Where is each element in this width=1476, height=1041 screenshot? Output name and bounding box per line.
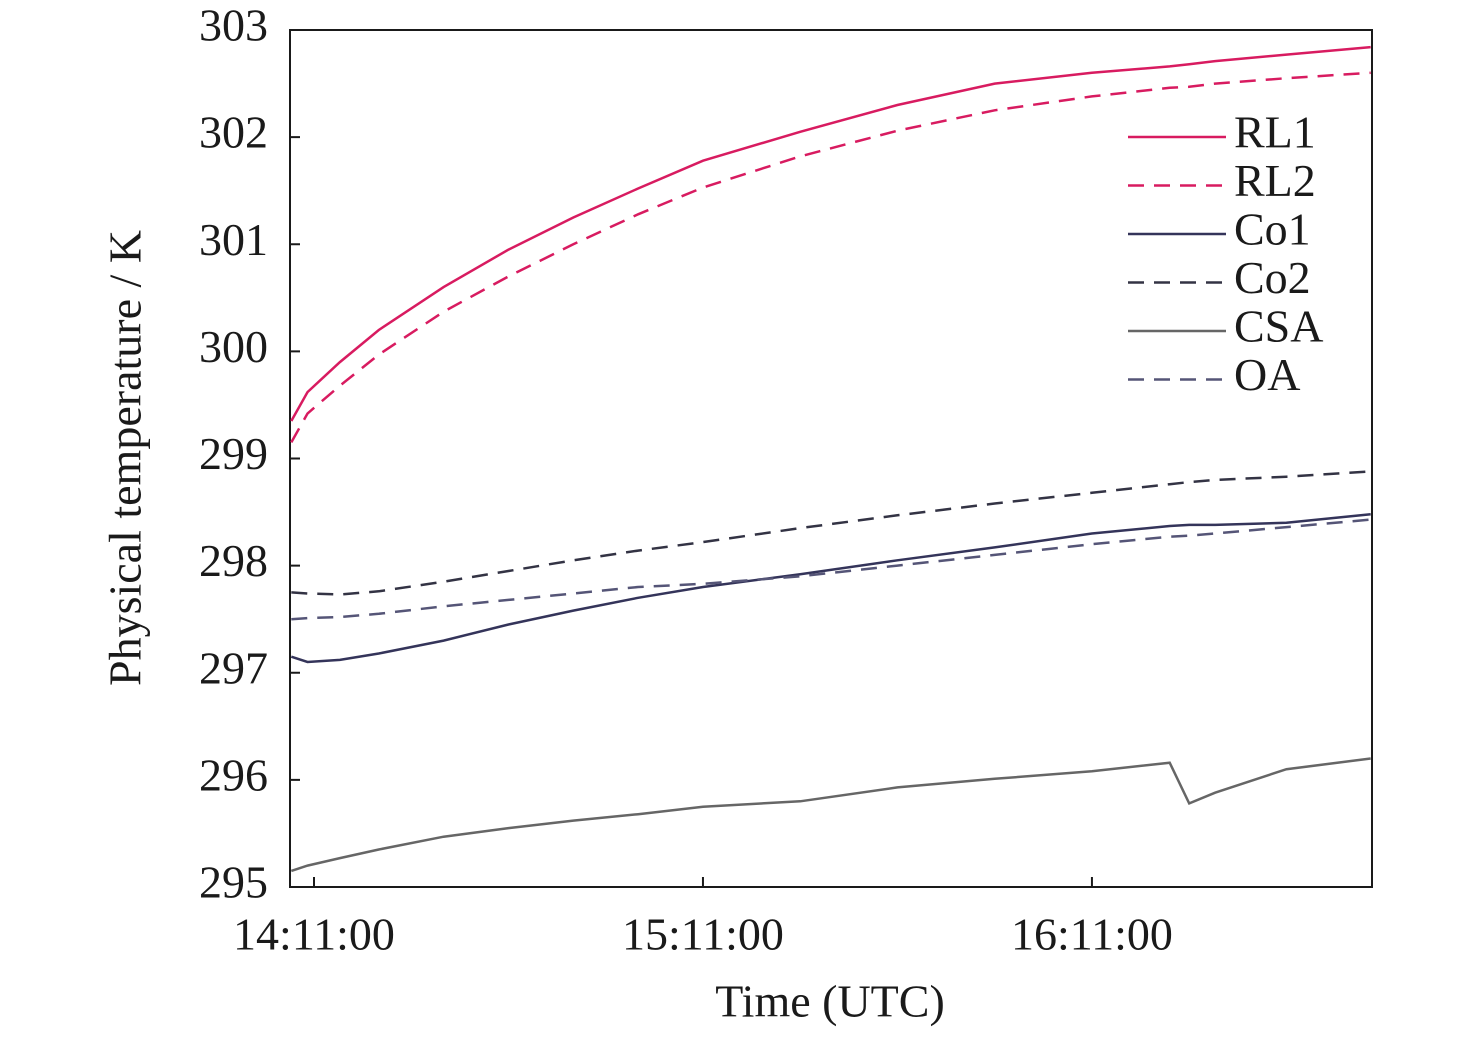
x-tick-label: 15:11:00: [622, 909, 784, 960]
plot-frame: [289, 29, 1373, 888]
x-axis-title: Time (UTC): [715, 976, 945, 1027]
y-axis-title: Physical temperature / K: [100, 230, 151, 686]
y-tick-label: 295: [199, 857, 268, 908]
series-line: [290, 757, 1371, 873]
y-tick-label: 298: [199, 535, 268, 586]
y-tick-label: 300: [199, 321, 268, 372]
series-line: [291, 518, 1371, 621]
series-line: [291, 470, 1371, 596]
series-line: [290, 71, 1371, 444]
legend-label: RL1: [1234, 107, 1316, 158]
series-line: [290, 512, 1371, 664]
legend-label: CSA: [1234, 301, 1323, 352]
y-tick-label: 302: [199, 107, 268, 158]
y-tick-label: 296: [199, 749, 268, 800]
legend-label: Co2: [1234, 252, 1311, 303]
x-tick-label: 16:11:00: [1011, 909, 1173, 960]
series-line: [290, 45, 1371, 422]
y-tick-label: 297: [199, 642, 268, 693]
legend-label: RL2: [1234, 155, 1316, 206]
legend-label: Co1: [1234, 204, 1311, 255]
x-tick-label: 14:11:00: [233, 909, 395, 960]
y-tick-label: 299: [199, 428, 268, 479]
legend-label: OA: [1234, 349, 1300, 400]
y-tick-label: 301: [199, 214, 268, 265]
y-tick-label: 303: [199, 0, 268, 51]
